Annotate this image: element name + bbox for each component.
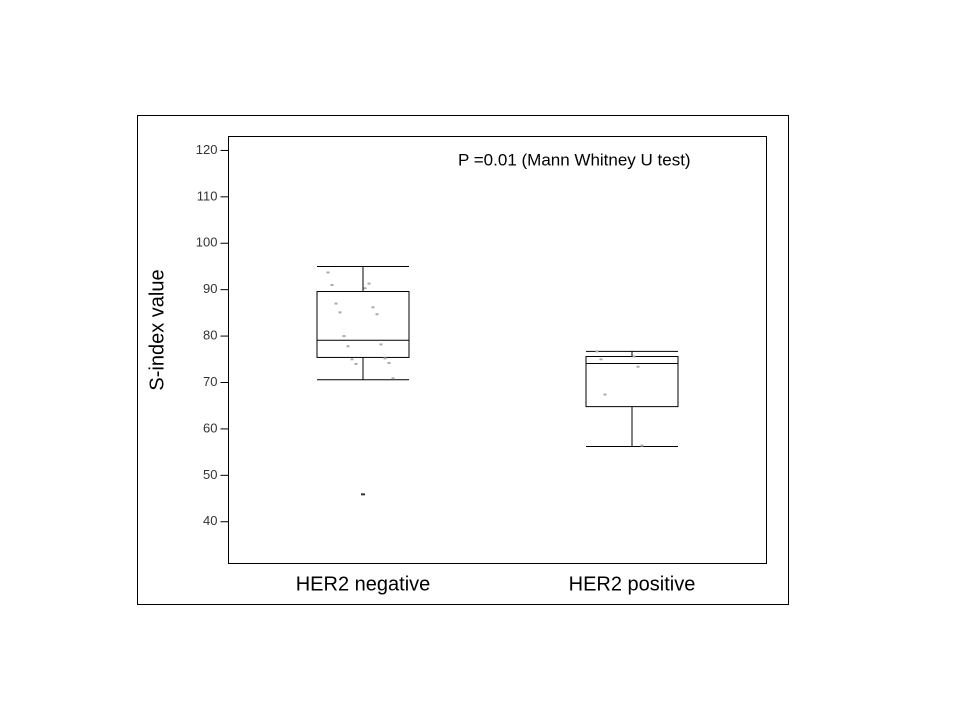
data-point (375, 313, 379, 316)
x-tick-label: HER2 negative (296, 573, 431, 595)
x-tick-label: HER2 positive (569, 573, 696, 595)
y-axis-label: S-index value (146, 269, 168, 390)
data-point (350, 358, 354, 361)
data-point (371, 306, 375, 309)
box (585, 355, 679, 408)
y-tick-label: 120 (196, 142, 218, 157)
data-point (342, 335, 346, 338)
outlier (361, 493, 365, 496)
y-tick-label: 80 (203, 328, 217, 343)
data-point (595, 350, 599, 353)
box (316, 291, 410, 358)
data-point (334, 302, 338, 305)
data-point (391, 377, 395, 380)
plot-frame (228, 136, 767, 564)
data-point (603, 393, 607, 396)
data-point (632, 355, 636, 358)
data-point (330, 284, 334, 287)
chart-frame (137, 115, 789, 605)
y-tick-label: 50 (203, 467, 217, 482)
data-point (354, 362, 358, 365)
y-tick-label: 110 (197, 188, 218, 203)
y-tick-label: 100 (196, 235, 218, 250)
data-point (367, 282, 371, 285)
data-point (346, 345, 350, 348)
data-point (326, 271, 330, 274)
data-point (338, 311, 342, 314)
data-point (599, 358, 603, 361)
data-point (640, 444, 644, 447)
data-point (379, 343, 383, 346)
y-tick-label: 40 (203, 513, 217, 528)
data-point (363, 287, 367, 290)
annotation: P =0.01 (Mann Whitney U test) (458, 150, 691, 169)
data-point (383, 357, 387, 360)
data-point (636, 365, 640, 368)
y-tick-label: 70 (203, 374, 217, 389)
data-point (387, 361, 391, 364)
y-tick-label: 90 (203, 281, 217, 296)
y-tick-label: 60 (203, 420, 217, 435)
